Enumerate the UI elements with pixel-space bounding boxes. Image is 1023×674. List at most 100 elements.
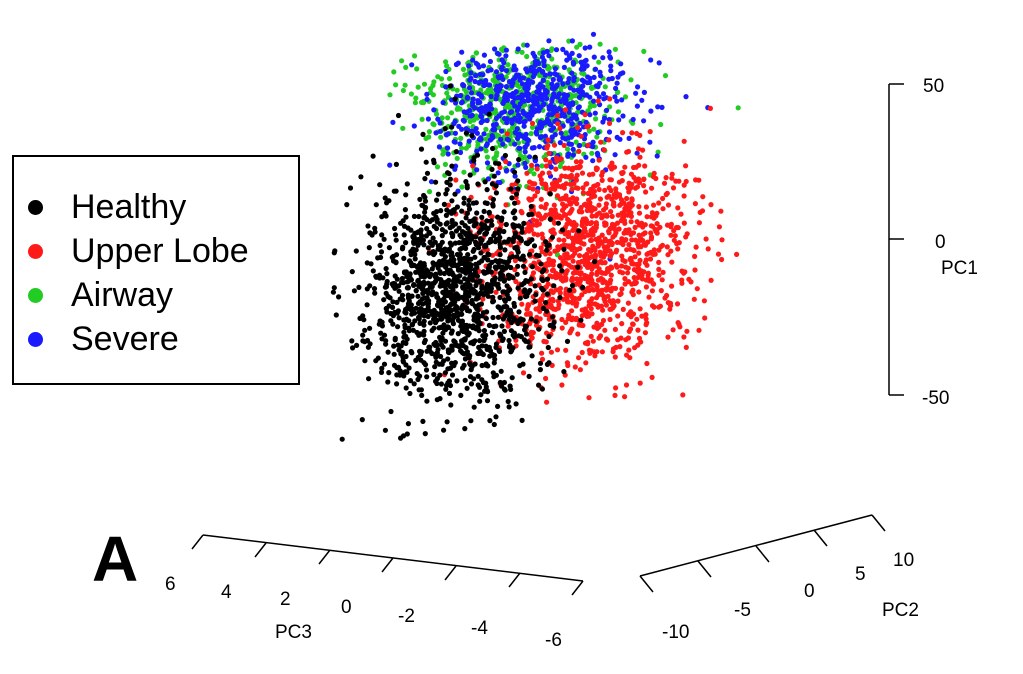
scatter-point	[571, 180, 577, 187]
scatter-point	[631, 174, 637, 180]
scatter-point	[401, 255, 407, 261]
scatter-point	[577, 367, 584, 373]
scatter-point	[570, 152, 577, 158]
scatter-point	[544, 308, 550, 314]
scatter-point	[576, 253, 583, 259]
scatter-point	[419, 220, 426, 226]
scatter-point	[622, 258, 628, 264]
scatter-point	[594, 165, 600, 172]
scatter-point	[444, 90, 450, 96]
scatter-point	[540, 50, 547, 56]
scatter-point	[448, 110, 455, 116]
scatter-point	[596, 59, 602, 65]
scatter-point	[470, 339, 476, 345]
pc2-tick-label: -5	[734, 600, 751, 621]
scatter-point	[649, 185, 655, 191]
scatter-point	[451, 296, 457, 302]
scatter-point	[571, 87, 577, 93]
scatter-point	[572, 93, 578, 99]
scatter-point	[576, 355, 582, 361]
scatter-point	[372, 229, 378, 235]
scatter-point	[462, 356, 468, 362]
scatter-point	[614, 89, 621, 96]
scatter-point	[508, 141, 514, 147]
scatter-point	[457, 106, 463, 112]
scatter-point	[480, 333, 486, 339]
scatter-point	[683, 94, 689, 100]
scatter-point	[561, 246, 567, 252]
scatter-point	[544, 291, 551, 297]
scatter-point	[543, 284, 550, 290]
scatter-point	[438, 353, 444, 360]
scatter-point	[628, 213, 635, 219]
scatter-point	[660, 195, 666, 202]
scatter-point	[656, 272, 662, 278]
scatter-point	[392, 225, 398, 232]
scatter-point	[496, 285, 502, 291]
scatter-point	[659, 104, 665, 110]
scatter-point	[484, 388, 490, 394]
scatter-point	[505, 62, 511, 68]
scatter-point	[476, 64, 482, 70]
scatter-point	[446, 312, 452, 318]
scatter-point	[454, 87, 460, 93]
scatter-point	[439, 315, 445, 321]
scatter-point	[589, 300, 595, 306]
scatter-point	[493, 323, 499, 329]
scatter-point	[463, 345, 469, 351]
scatter-point	[470, 163, 476, 169]
scatter-point	[591, 126, 597, 132]
scatter-point	[585, 74, 591, 80]
scatter-point	[534, 221, 540, 227]
scatter-point	[589, 281, 595, 287]
scatter-point	[596, 186, 602, 193]
scatter-point	[623, 382, 630, 388]
scatter-point	[478, 109, 484, 115]
scatter-point	[512, 115, 518, 121]
scatter-point	[373, 202, 379, 208]
scatter-point	[501, 60, 507, 66]
scatter-point	[463, 215, 469, 221]
scatter-point	[406, 298, 412, 304]
scatter-point	[523, 164, 529, 170]
scatter-point	[426, 134, 432, 140]
scatter-point	[591, 183, 597, 189]
scatter-point	[427, 274, 433, 280]
scatter-point	[459, 49, 465, 55]
scatter-point	[547, 216, 553, 222]
scatter-point	[598, 73, 604, 79]
scatter-point	[582, 201, 588, 207]
scatter-point	[480, 296, 486, 302]
scatter-point	[578, 159, 584, 165]
scatter-point	[503, 159, 509, 165]
scatter-point	[528, 316, 535, 322]
scatter-point	[570, 227, 576, 233]
scatter-point	[614, 98, 620, 104]
scatter-point	[469, 133, 475, 139]
scatter-point	[486, 252, 492, 258]
scatter-point	[445, 202, 451, 208]
scatter-point	[483, 315, 489, 322]
scatter-point	[399, 275, 405, 282]
scatter-point	[503, 68, 510, 74]
scatter-point	[599, 232, 605, 238]
scatter-point	[378, 369, 385, 375]
scatter-point	[415, 84, 421, 90]
scatter-point	[417, 196, 423, 202]
scatter-point	[468, 418, 474, 424]
scatter-point	[437, 120, 443, 126]
scatter-point	[586, 395, 592, 401]
scatter-point	[383, 266, 389, 272]
scatter-point	[602, 220, 608, 226]
scatter-point	[452, 221, 459, 227]
scatter-point	[458, 135, 464, 141]
scatter-point	[365, 344, 371, 350]
scatter-point	[694, 286, 700, 292]
scatter-point	[551, 86, 557, 92]
scatter-point	[576, 53, 582, 59]
scatter-point	[421, 328, 427, 334]
scatter-point	[552, 66, 559, 72]
scatter-point	[638, 268, 644, 274]
scatter-point	[441, 201, 447, 207]
scatter-point	[390, 258, 397, 264]
